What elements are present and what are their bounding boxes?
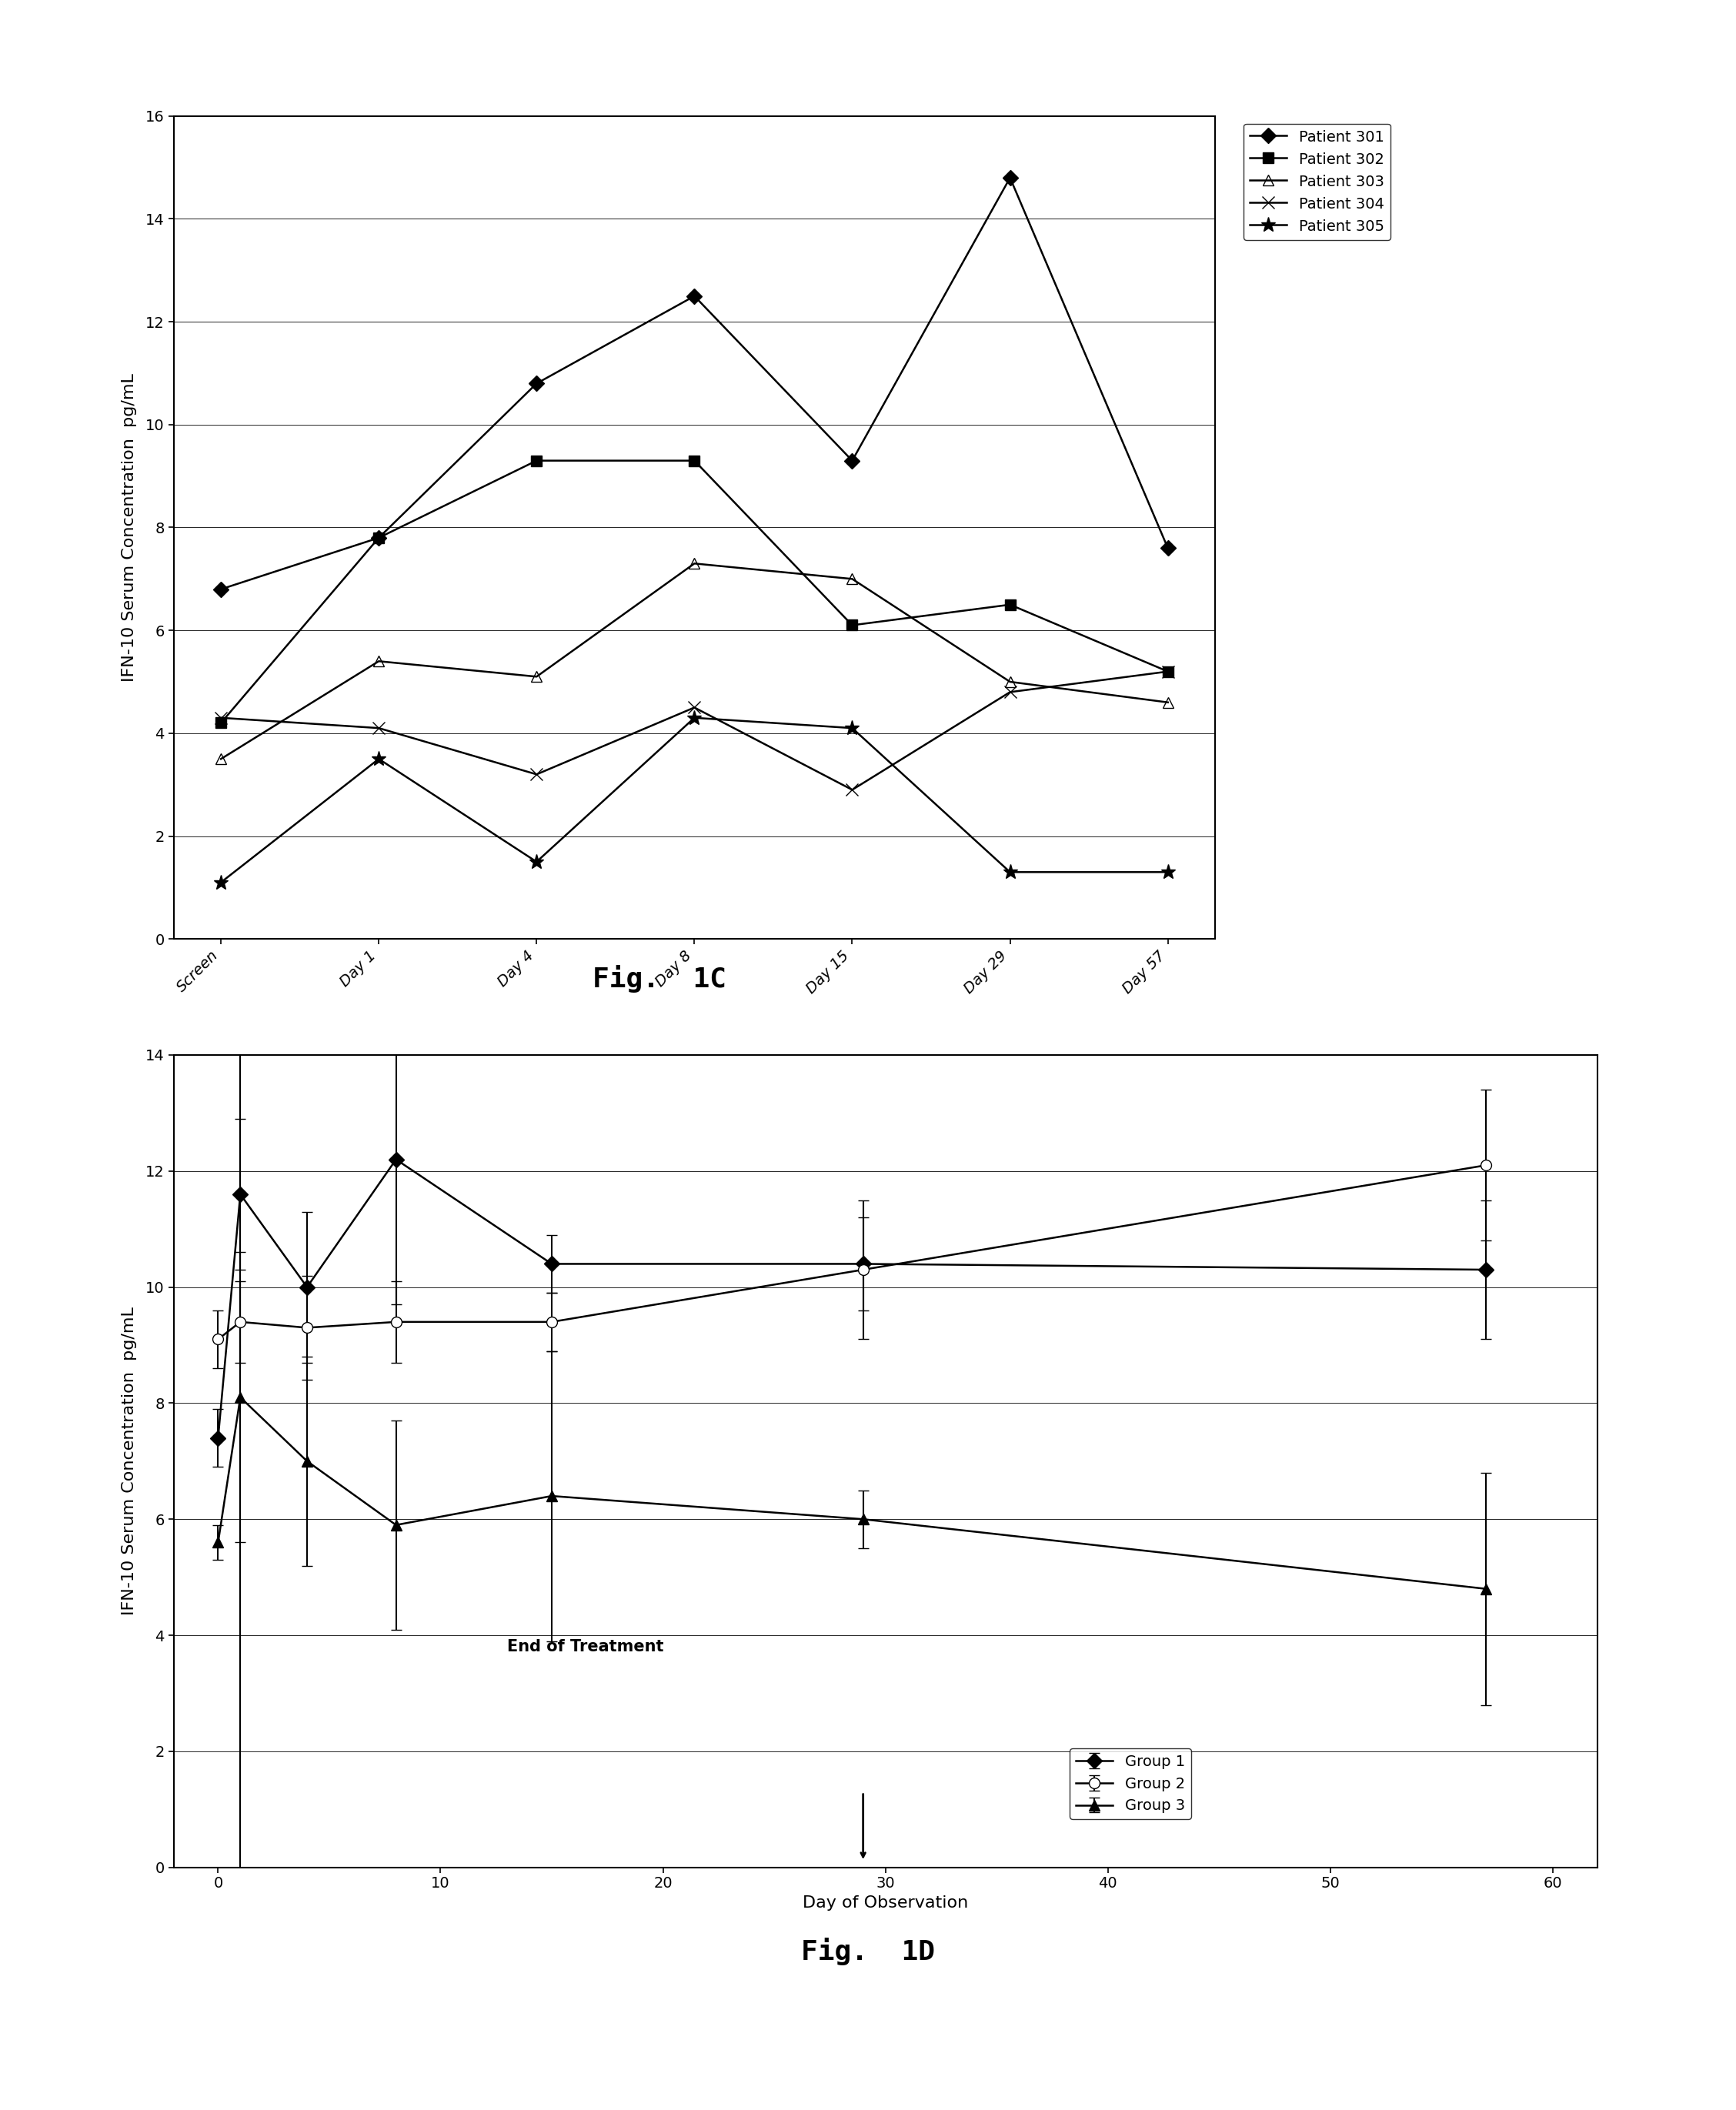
Patient 304: [526, 762, 547, 787]
Patient 303: [368, 648, 389, 673]
Patient 301: [526, 371, 547, 397]
Patient 302: [210, 711, 231, 736]
Patient 301: [1000, 165, 1021, 190]
Patient 303: [684, 551, 705, 576]
Patient 301: [684, 283, 705, 308]
Patient 303: [842, 565, 863, 591]
X-axis label: Day of Observation: Day of Observation: [802, 1895, 969, 1912]
Line: Patient 304: Patient 304: [215, 665, 1174, 795]
Patient 305: [1158, 859, 1179, 884]
Patient 305: [684, 705, 705, 730]
Patient 305: [1000, 859, 1021, 884]
Line: Patient 303: Patient 303: [215, 559, 1174, 764]
Patient 302: [1158, 658, 1179, 684]
Patient 302: [842, 612, 863, 637]
Patient 301: [210, 576, 231, 601]
Patient 305: [210, 869, 231, 895]
Text: Fig.  1C: Fig. 1C: [592, 964, 727, 994]
Text: Fig.  1D: Fig. 1D: [800, 1937, 936, 1967]
Text: End of Treatment: End of Treatment: [507, 1639, 663, 1654]
Legend: Group 1, Group 2, Group 3: Group 1, Group 2, Group 3: [1069, 1749, 1191, 1819]
Patient 305: [842, 715, 863, 741]
Patient 304: [210, 705, 231, 730]
Patient 302: [684, 447, 705, 473]
Patient 303: [1000, 669, 1021, 694]
Patient 303: [1158, 690, 1179, 715]
Patient 303: [210, 747, 231, 772]
Patient 304: [842, 776, 863, 802]
Patient 305: [368, 747, 389, 772]
Line: Patient 301: Patient 301: [215, 173, 1174, 595]
Patient 303: [526, 665, 547, 690]
Line: Patient 302: Patient 302: [215, 456, 1174, 728]
Patient 304: [684, 694, 705, 720]
Patient 301: [1158, 536, 1179, 561]
Legend: Patient 301, Patient 302, Patient 303, Patient 304, Patient 305: Patient 301, Patient 302, Patient 303, P…: [1243, 124, 1391, 241]
Patient 305: [526, 848, 547, 874]
Patient 302: [526, 447, 547, 473]
Patient 302: [368, 525, 389, 551]
Y-axis label: IFN-10 Serum Concentration  pg/mL: IFN-10 Serum Concentration pg/mL: [122, 373, 137, 682]
Y-axis label: IFN-10 Serum Concentration  pg/mL: IFN-10 Serum Concentration pg/mL: [122, 1306, 137, 1616]
Line: Patient 305: Patient 305: [214, 711, 1175, 890]
Patient 304: [1158, 658, 1179, 684]
Patient 302: [1000, 593, 1021, 618]
Patient 301: [842, 447, 863, 473]
Patient 304: [368, 715, 389, 741]
Patient 304: [1000, 679, 1021, 705]
Patient 301: [368, 525, 389, 551]
